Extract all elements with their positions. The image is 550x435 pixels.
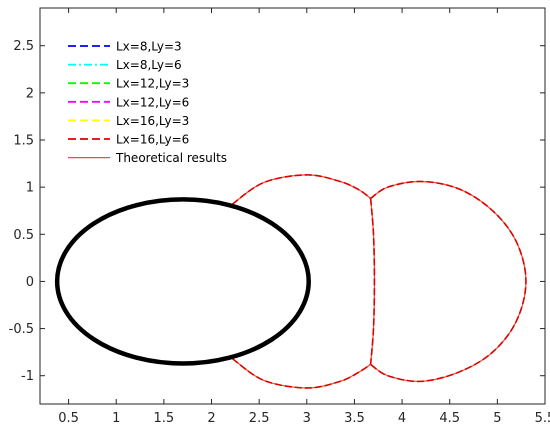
numerical-curve-right_lobe — [370, 180, 527, 383]
x-tick-label-3: 2 — [207, 411, 215, 426]
y-tick-label-2: 1.5 — [13, 134, 34, 149]
y-tick-label-1: 2 — [26, 86, 34, 101]
x-tick-label-5: 3 — [303, 411, 311, 426]
y-tick-label-3: 1 — [26, 181, 34, 196]
numerical-curve-upper_arc — [232, 174, 372, 205]
x-tick-label-6: 3.5 — [344, 411, 365, 426]
legend-label-4: Lx=16,Ly=3 — [116, 114, 189, 128]
y-tick-label-6: -0.5 — [9, 322, 34, 337]
obstacle-ellipse — [54, 197, 311, 366]
x-tick-label-2: 1.5 — [154, 411, 175, 426]
x-tick-label-7: 4 — [398, 411, 406, 426]
legend-label-2: Lx=12,Ly=3 — [116, 77, 189, 91]
x-tick-label-10: 5.5 — [535, 411, 550, 426]
legend-label-1: Lx=8,Ly=6 — [116, 58, 182, 72]
legend-label-6: Theoretical results — [115, 151, 227, 165]
x-tick-label-9: 5 — [493, 411, 501, 426]
legend-label-5: Lx=16,Ly=6 — [116, 133, 189, 147]
x-tick-label-1: 1 — [112, 411, 120, 426]
x-tick-label-4: 2.5 — [249, 411, 270, 426]
plot-area — [39, 7, 546, 405]
legend-label-3: Lx=12,Ly=6 — [116, 95, 189, 109]
y-tick-label-0: 2.5 — [13, 39, 34, 54]
y-tick-label-4: 0.5 — [13, 228, 34, 243]
numerical-curve-lower_arc — [232, 358, 372, 389]
legend-label-0: Lx=8,Ly=3 — [116, 40, 182, 54]
y-tick-label-5: 0 — [26, 275, 34, 290]
x-tick-label-8: 4.5 — [439, 411, 460, 426]
numerical-curve-interface — [369, 198, 376, 365]
x-tick-label-0: 0.5 — [58, 411, 79, 426]
y-tick-label-7: -1 — [21, 369, 34, 384]
